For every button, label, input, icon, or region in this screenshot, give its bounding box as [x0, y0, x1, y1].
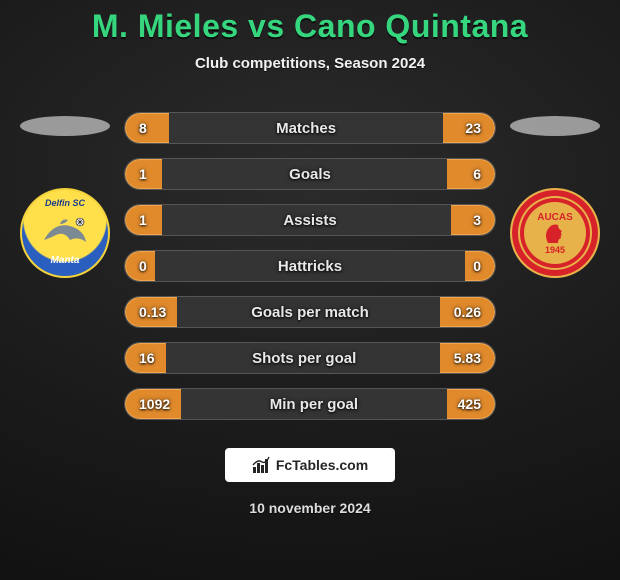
stat-value-left: 8 [139, 120, 147, 136]
bar-chart-icon [252, 456, 272, 474]
content-row: Delfin SC Manta 8Matches231Goals61Assist… [0, 112, 620, 420]
comparison-infographic: M. Mieles vs Cano Quintana Club competit… [0, 0, 620, 580]
stat-value-left: 1 [139, 166, 147, 182]
stat-value-left: 1 [139, 212, 147, 228]
stat-label: Goals [147, 166, 473, 183]
brand-text: FcTables.com [276, 457, 368, 473]
stat-value-right: 0.26 [454, 304, 481, 320]
stat-bar: 8Matches23 [124, 112, 496, 144]
stat-label: Hattricks [147, 258, 473, 275]
stat-bar: 1092Min per goal425 [124, 388, 496, 420]
stat-bar: 0.13Goals per match0.26 [124, 296, 496, 328]
stat-bar: 1Assists3 [124, 204, 496, 236]
subtitle: Club competitions, Season 2024 [0, 55, 620, 72]
club-badge-left: Delfin SC Manta [20, 188, 110, 278]
stat-label: Shots per goal [155, 350, 454, 367]
stat-value-right: 23 [465, 120, 481, 136]
stat-value-left: 1092 [139, 396, 170, 412]
stat-value-right: 5.83 [454, 350, 481, 366]
stat-value-left: 0 [139, 258, 147, 274]
badge-left-top-text: Delfin SC [45, 198, 85, 208]
stat-bar: 0Hattricks0 [124, 250, 496, 282]
stat-value-left: 16 [139, 350, 155, 366]
stat-bar: 1Goals6 [124, 158, 496, 190]
stat-value-left: 0.13 [139, 304, 166, 320]
stat-bar: 16Shots per goal5.83 [124, 342, 496, 374]
stat-bars: 8Matches231Goals61Assists30Hattricks00.1… [120, 112, 500, 420]
brand-chip: FcTables.com [225, 448, 395, 482]
stat-label: Goals per match [166, 304, 454, 321]
stat-value-right: 6 [473, 166, 481, 182]
stat-value-right: 0 [473, 258, 481, 274]
stat-label: Matches [147, 120, 466, 137]
right-column: AUCAS 1945 [500, 112, 610, 278]
club-badge-right: AUCAS 1945 [510, 188, 600, 278]
face-profile-icon [540, 221, 570, 247]
footer-date: 10 november 2024 [0, 500, 620, 516]
badge-right-bottom-text: 1945 [545, 245, 565, 255]
badge-left-bottom-text: Manta [51, 255, 80, 266]
player-shadow-right [510, 116, 600, 136]
dolphin-icon [40, 216, 90, 250]
stat-value-right: 425 [458, 396, 481, 412]
stat-label: Assists [147, 212, 473, 229]
stat-value-right: 3 [473, 212, 481, 228]
player-shadow-left [20, 116, 110, 136]
page-title: M. Mieles vs Cano Quintana [0, 0, 620, 45]
badge-right-inner: AUCAS 1945 [524, 202, 586, 264]
stat-label: Min per goal [170, 396, 457, 413]
left-column: Delfin SC Manta [10, 112, 120, 278]
